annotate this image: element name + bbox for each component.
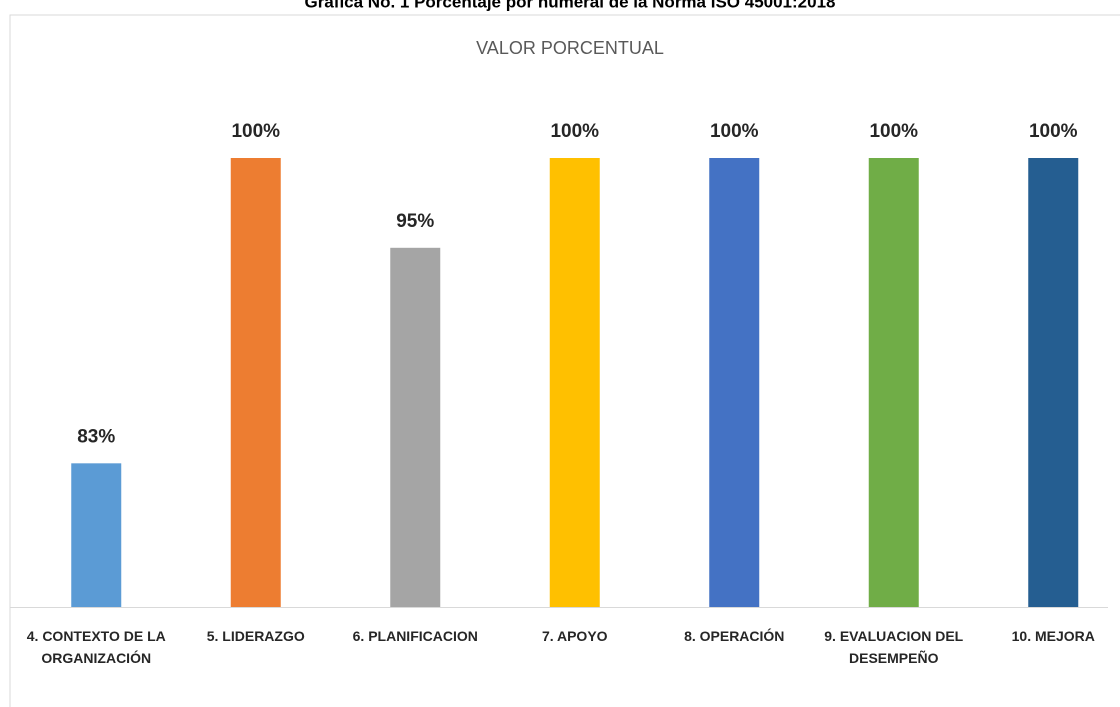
data-label: 100% — [231, 121, 280, 142]
x-tick-label: 8. OPERACIÓN — [684, 628, 785, 644]
data-label: 100% — [710, 121, 759, 142]
bar — [868, 158, 919, 607]
x-tick-label: 10. MEJORA — [1011, 628, 1095, 644]
x-tick-label: 5. LIDERAZGO — [206, 628, 305, 644]
bar — [71, 463, 122, 607]
bar — [1028, 158, 1079, 607]
data-label: 95% — [396, 211, 434, 232]
bar — [390, 247, 441, 608]
chart-frame — [9, 14, 1120, 707]
data-label: 100% — [869, 121, 918, 142]
bar — [709, 158, 760, 607]
chart-title: Gráfica No. 1 Porcentaje por numeral de … — [304, 0, 835, 11]
data-label: 100% — [1029, 121, 1078, 142]
bar — [230, 158, 281, 607]
x-tick-label: 6. PLANIFICACION — [352, 628, 478, 644]
data-label: 100% — [550, 121, 599, 142]
x-tick-label: 4. CONTEXTO DE LA ORGANIZACIÓN — [26, 628, 166, 666]
x-tick-label: 9. EVALUACION DEL DESEMPEÑO — [824, 628, 964, 666]
x-tick-label: 7. APOYO — [541, 628, 608, 644]
chart-subtitle: VALOR PORCENTUAL — [476, 38, 664, 58]
bar — [549, 158, 600, 607]
data-label: 83% — [77, 426, 115, 447]
